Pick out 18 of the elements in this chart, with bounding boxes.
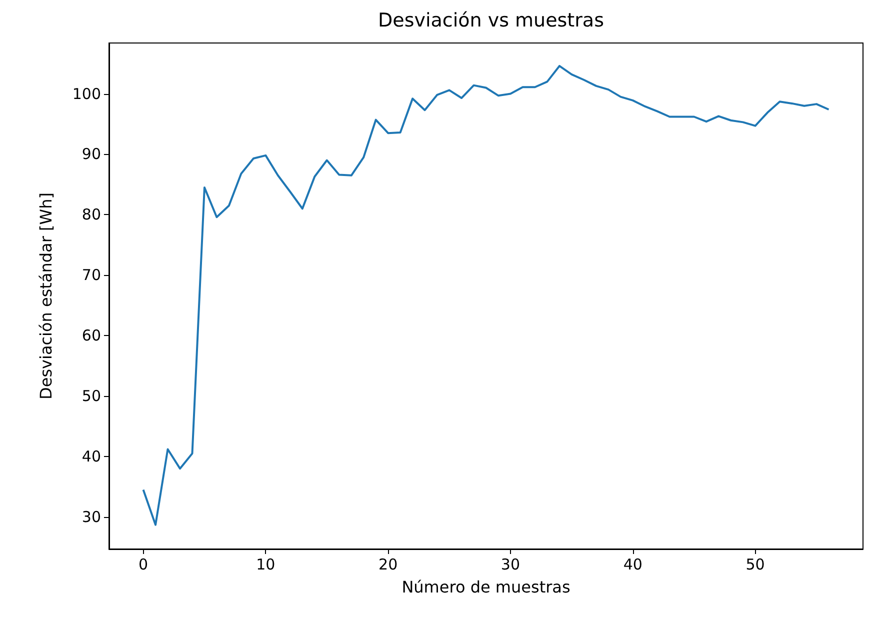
y-axis-title: Desviación estándar [Wh] (36, 192, 56, 400)
y-tick-label: 80 (82, 206, 101, 224)
y-tick-label: 60 (82, 326, 101, 345)
x-tick-label: 50 (746, 556, 765, 574)
x-tick-label: 0 (138, 556, 148, 574)
y-tick-label: 40 (82, 448, 101, 466)
y-tick-label: 50 (82, 387, 101, 406)
y-tick-label: 100 (72, 84, 101, 103)
x-axis-title: Número de muestras (402, 578, 570, 596)
y-tick-label: 70 (82, 266, 101, 284)
x-tick-label: 10 (256, 556, 276, 574)
x-tick-label: 20 (378, 556, 398, 574)
x-tick-label: 30 (500, 556, 520, 574)
x-tick-label: 40 (623, 556, 642, 574)
line-series (142, 64, 830, 526)
y-tick-label: 90 (82, 145, 101, 164)
y-tick-label: 30 (82, 508, 101, 526)
chart-title: Desviación vs muestras (378, 10, 604, 32)
